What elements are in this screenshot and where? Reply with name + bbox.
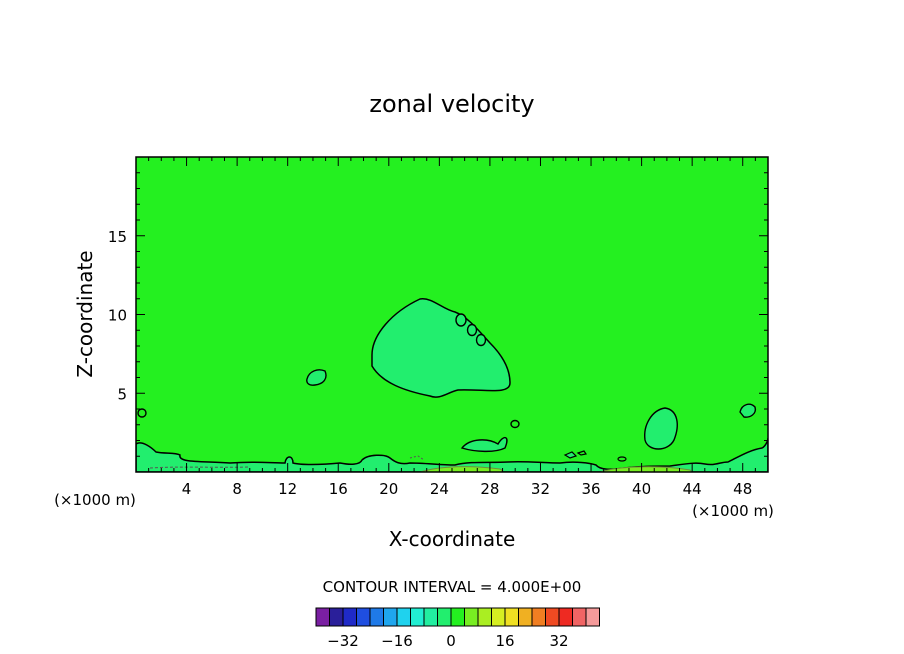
small-contour <box>563 451 578 459</box>
colorbar-cell <box>518 607 533 627</box>
x-axis-label: X-coordinate <box>389 527 516 551</box>
x-tick-label: 4 <box>182 480 192 498</box>
colorbar-cell <box>437 607 452 627</box>
main-contour-region <box>371 298 511 398</box>
small-contour <box>644 407 678 450</box>
y-axis-label: Z-coordinate <box>73 250 97 377</box>
chart-title: zonal velocity <box>369 90 534 118</box>
small-contour <box>475 333 487 347</box>
x-tick-label: 16 <box>329 480 348 498</box>
colorbar-cell <box>396 607 411 627</box>
dashed-contour <box>409 455 425 461</box>
y-axis-ticks <box>136 172 768 457</box>
small-contour <box>510 419 520 429</box>
colorbar-cell <box>383 607 398 627</box>
colorbar-cell <box>369 607 384 627</box>
x-tick-label: 36 <box>581 480 600 498</box>
colorbar-cell <box>315 607 330 627</box>
x-tick-label: 40 <box>632 480 651 498</box>
colorbar-cell <box>545 607 560 627</box>
x-tick-label: 20 <box>379 480 398 498</box>
colorbar-cell <box>558 607 573 627</box>
colorbar-cell <box>329 607 344 627</box>
colorbar-tick-label: 0 <box>446 632 456 650</box>
x-tick-label: 44 <box>683 480 702 498</box>
contour-features <box>136 298 768 472</box>
x-tick-label: 8 <box>232 480 242 498</box>
x-tick-label: 12 <box>278 480 297 498</box>
colorbar-cell <box>342 607 357 627</box>
x-tick-label: 32 <box>531 480 550 498</box>
colorbar-labels: −32 −16 0 16 32 <box>327 632 568 650</box>
x-tick-label: 28 <box>480 480 499 498</box>
colorbar-tick-label: −32 <box>327 632 359 650</box>
x-tick-label: 48 <box>733 480 752 498</box>
small-contour <box>739 403 757 418</box>
small-contour <box>306 369 327 386</box>
colorbar-cell <box>356 607 371 627</box>
contour-interval-label: CONTOUR INTERVAL = 4.000E+00 <box>323 578 582 596</box>
colorbar <box>315 607 600 627</box>
colorbar-cell <box>477 607 492 627</box>
surface-contour-layer <box>136 437 768 472</box>
colorbar-cell <box>504 607 519 627</box>
y-tick-label: 10 <box>108 307 127 325</box>
y-tick-labels: 5 10 15 <box>108 228 127 404</box>
colorbar-tick-label: 32 <box>549 632 568 650</box>
small-contour <box>466 323 478 337</box>
x-axis-ticks <box>148 157 756 472</box>
colorbar-cell <box>464 607 479 627</box>
small-contour <box>460 437 508 453</box>
colorbar-cell <box>531 607 546 627</box>
small-contour <box>455 313 467 327</box>
colorbar-tick-label: 16 <box>495 632 514 650</box>
x-tick-labels: 4 8 12 16 20 24 28 32 36 40 44 48 <box>182 480 752 498</box>
colorbar-cell <box>572 607 587 627</box>
colorbar-cell <box>585 607 600 627</box>
colorbar-cell <box>423 607 438 627</box>
y-tick-label: 15 <box>108 228 127 246</box>
colorbar-cell <box>410 607 425 627</box>
small-contour <box>617 456 627 462</box>
x-tick-label: 24 <box>430 480 449 498</box>
small-contour <box>137 408 147 418</box>
colorbar-cell <box>491 607 506 627</box>
x-units-left: (×1000 m) <box>54 491 136 509</box>
x-units-right: (×1000 m) <box>692 502 774 520</box>
small-contour <box>576 450 587 456</box>
colorbar-cell <box>450 607 465 627</box>
colorbar-tick-label: −16 <box>381 632 413 650</box>
y-tick-label: 5 <box>117 385 127 403</box>
